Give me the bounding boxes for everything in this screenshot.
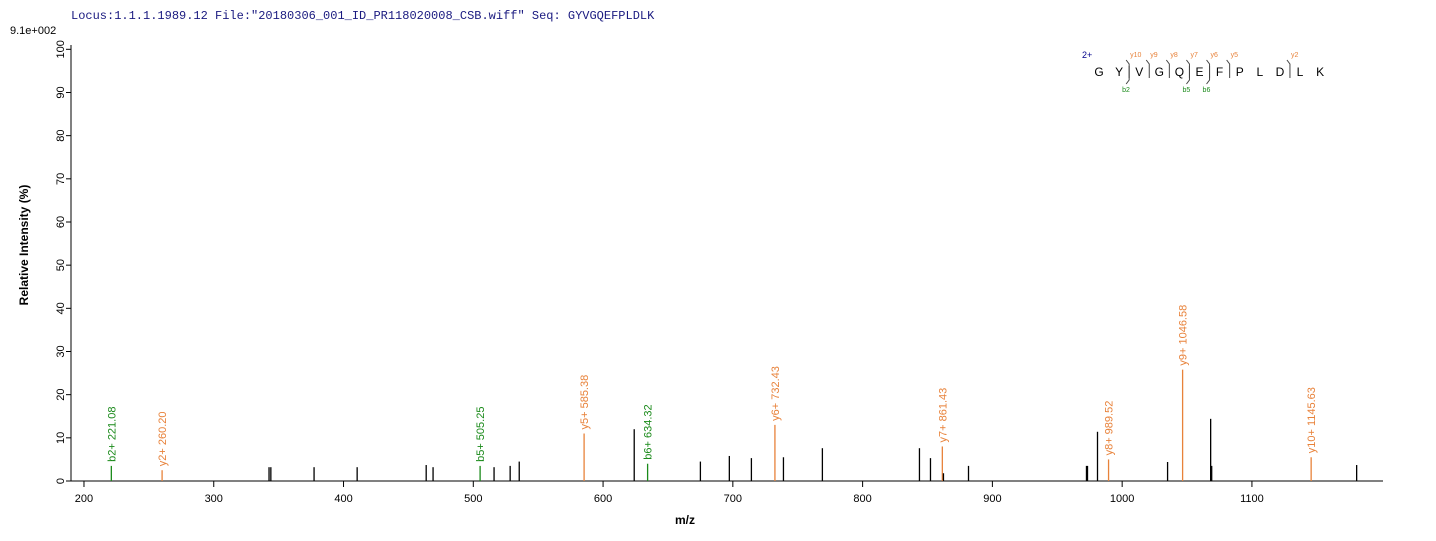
x-tick-label: 400: [334, 493, 352, 505]
peak-label: y8+ 989.52: [1104, 401, 1116, 456]
residue: G: [1155, 65, 1164, 79]
y-tick-label: 10: [55, 432, 67, 444]
y-tick-label: 80: [55, 130, 67, 142]
y-tick-label: 40: [55, 302, 67, 314]
residue: E: [1195, 65, 1203, 79]
b-ion-label: b6: [1203, 87, 1211, 94]
y-ion-mark: [1165, 59, 1170, 78]
x-tick-label: 1000: [1110, 493, 1134, 505]
y-ion-label: y8: [1170, 52, 1178, 59]
y-tick-label: 90: [55, 86, 67, 98]
residue: Q: [1175, 65, 1184, 79]
x-tick-label: 800: [853, 493, 871, 505]
peak-label: y10+ 1145.63: [1306, 387, 1318, 453]
y-ion-label: y5: [1231, 52, 1239, 59]
x-tick-label: 700: [724, 493, 742, 505]
scale-label: 9.1e+002: [10, 25, 56, 37]
x-tick-label: 600: [594, 493, 612, 505]
b-ion-label: b2: [1122, 87, 1130, 94]
y-tick-label: 20: [55, 389, 67, 401]
x-tick-label: 300: [205, 493, 223, 505]
residue: L: [1256, 65, 1263, 79]
y-tick-label: 60: [55, 216, 67, 228]
residue: G: [1094, 65, 1103, 79]
y-axis-label: Relative Intensity (%): [17, 185, 31, 306]
x-tick-label: 1100: [1240, 493, 1264, 505]
y-tick-label: 70: [55, 173, 67, 185]
residue: L: [1297, 65, 1304, 79]
peak-label: y6+ 732.43: [770, 366, 782, 421]
b-ion-mark: [1206, 66, 1211, 85]
residue: P: [1236, 65, 1244, 79]
residue: F: [1216, 65, 1223, 79]
charge: 2+: [1082, 50, 1092, 60]
y-ion-label: y7: [1190, 52, 1198, 59]
y-tick-label: 30: [55, 345, 67, 357]
residue: D: [1276, 65, 1285, 79]
y-ion-label: y10: [1130, 52, 1141, 59]
b-ion-label: b5: [1182, 87, 1190, 94]
peak-label: y2+ 260.20: [157, 411, 169, 466]
peak-label: y7+ 861.43: [937, 388, 949, 443]
peak-label: y9+ 1046.58: [1178, 305, 1190, 366]
b-ion-mark: [1125, 66, 1130, 85]
y-ion-label: y9: [1150, 52, 1158, 59]
x-axis-label: m/z: [675, 513, 695, 527]
y-ion-mark: [1145, 59, 1150, 78]
x-tick-label: 500: [464, 493, 482, 505]
peak-label: b2+ 221.08: [106, 407, 118, 462]
b-ion-mark: [1186, 66, 1190, 85]
header: Locus:1.1.1.1989.12 File:"20180306_001_I…: [71, 9, 655, 23]
x-tick-label: 900: [983, 493, 1001, 505]
y-ion-label: y2: [1291, 52, 1299, 59]
residue: K: [1316, 65, 1324, 79]
x-tick-label: 200: [75, 493, 93, 505]
y-tick-label: 50: [55, 259, 67, 271]
peak-label: y5+ 585.38: [579, 375, 591, 430]
residue: Y: [1115, 65, 1123, 79]
peak-label: b5+ 505.25: [475, 407, 487, 462]
peak-label: b6+ 634.32: [643, 404, 655, 459]
y-ion-mark: [1226, 59, 1231, 78]
residue: V: [1135, 65, 1143, 79]
y-ion-label: y6: [1211, 52, 1219, 59]
y-tick-label: 100: [55, 40, 67, 58]
y-ion-mark: [1286, 59, 1291, 78]
y-tick-label: 0: [55, 478, 67, 484]
